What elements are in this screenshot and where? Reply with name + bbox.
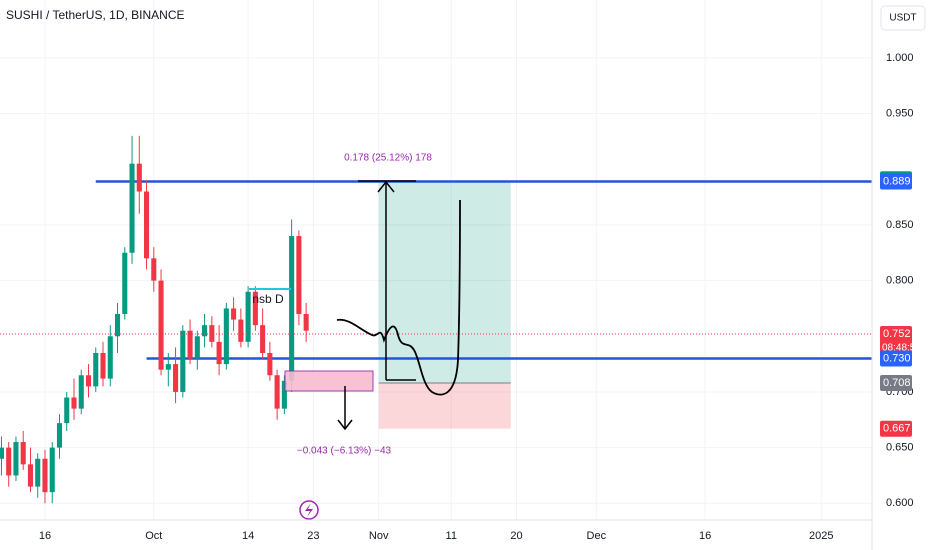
- y-tick-label: 0.800: [886, 275, 914, 287]
- arrow-head: [377, 180, 395, 193]
- price-label: 0.730: [883, 352, 911, 364]
- currency-label: USDT: [889, 13, 916, 24]
- y-tick-label: 0.650: [886, 442, 914, 454]
- candle-body: [274, 375, 280, 409]
- candle-body: [289, 236, 295, 381]
- candle-body: [216, 341, 222, 365]
- candle-body: [78, 375, 84, 409]
- candle-body: [252, 291, 258, 326]
- candle-body: [158, 280, 164, 370]
- x-tick-label: Dec: [587, 530, 607, 542]
- candle-body: [93, 352, 99, 387]
- x-tick-label: Nov: [369, 530, 389, 542]
- x-tick-label: Oct: [145, 530, 162, 542]
- candle-body: [194, 336, 200, 359]
- price-label: 0.752: [883, 328, 911, 340]
- candle-body: [173, 364, 179, 392]
- y-tick-label: 1.000: [886, 52, 914, 64]
- note: nsb D: [252, 292, 284, 306]
- y-tick-label: 0.850: [886, 219, 914, 231]
- grid: [0, 0, 872, 520]
- candle-body: [223, 308, 229, 365]
- candle-body: [0, 447, 4, 459]
- candle-body: [42, 458, 48, 493]
- candle-body: [13, 442, 19, 476]
- candle-body: [245, 291, 251, 342]
- candle-body: [296, 236, 302, 315]
- drawings: [249, 180, 461, 520]
- stop-zone: [378, 383, 511, 429]
- candle-body: [27, 464, 34, 487]
- candle-body: [231, 308, 237, 320]
- candle-body: [85, 375, 92, 387]
- price-label: 0.667: [883, 423, 911, 435]
- zone-box: [284, 370, 374, 392]
- countdown: 08:48:51: [882, 343, 921, 354]
- candle-body: [303, 314, 309, 331]
- candle-body: [100, 352, 106, 379]
- chart-title: SUSHI / TetherUS, 1D, BINANCE: [6, 8, 185, 22]
- x-tick-label: 14: [242, 530, 254, 542]
- event-icon-bolt: [305, 503, 313, 517]
- x-tick-label: 23: [307, 530, 319, 542]
- candle-body: [56, 423, 63, 448]
- price-label-bg: [880, 173, 912, 190]
- plot: [0, 135, 872, 504]
- candle-body: [129, 163, 135, 253]
- candle-body: [209, 325, 215, 342]
- y-tick-label: 0.950: [886, 107, 914, 119]
- candle-body: [238, 319, 244, 342]
- candle-body: [144, 191, 150, 259]
- price-label-bg: [880, 420, 912, 437]
- candle-body: [165, 364, 171, 370]
- price-label-bg: [880, 375, 912, 392]
- candle-body: [71, 397, 77, 409]
- candle-body: [267, 352, 273, 376]
- target-zone: [378, 181, 511, 384]
- x-tick-label: 11: [446, 530, 457, 542]
- currency-button[interactable]: [880, 5, 926, 31]
- candle-body: [122, 252, 128, 315]
- candle-body: [35, 458, 41, 487]
- price-label-bg: [880, 326, 912, 357]
- x-tick-label: 2025: [809, 530, 833, 542]
- price-label: 0.708: [883, 377, 911, 389]
- price-label: 0.889: [883, 175, 911, 187]
- candle-body: [114, 314, 121, 337]
- candle-body: [187, 330, 193, 359]
- candle-body: [151, 258, 157, 281]
- candle-body: [180, 330, 186, 392]
- candle-body: [281, 380, 287, 409]
- hand-drawn-path: [336, 199, 461, 396]
- event-icon[interactable]: [299, 500, 319, 520]
- candle-body: [260, 325, 266, 353]
- y-tick-label: 0.600: [886, 497, 914, 509]
- candle-body: [6, 447, 12, 476]
- x-tick-label: 16: [39, 530, 51, 542]
- candle-body: [136, 163, 142, 192]
- candle-body: [202, 325, 208, 337]
- x-tick-label: 20: [510, 530, 522, 542]
- candle-body: [49, 447, 55, 493]
- candle-body: [64, 397, 70, 424]
- down-arrow-head: [337, 419, 353, 431]
- x-tick-label: 16: [699, 530, 711, 542]
- candle-body: [107, 336, 113, 379]
- stop-label: −0.043 (−6.13%) −43: [297, 446, 392, 457]
- target-label: 0.178 (25.12%) 178: [344, 153, 432, 164]
- price-label-bg: [880, 350, 912, 367]
- candle-body: [20, 442, 26, 465]
